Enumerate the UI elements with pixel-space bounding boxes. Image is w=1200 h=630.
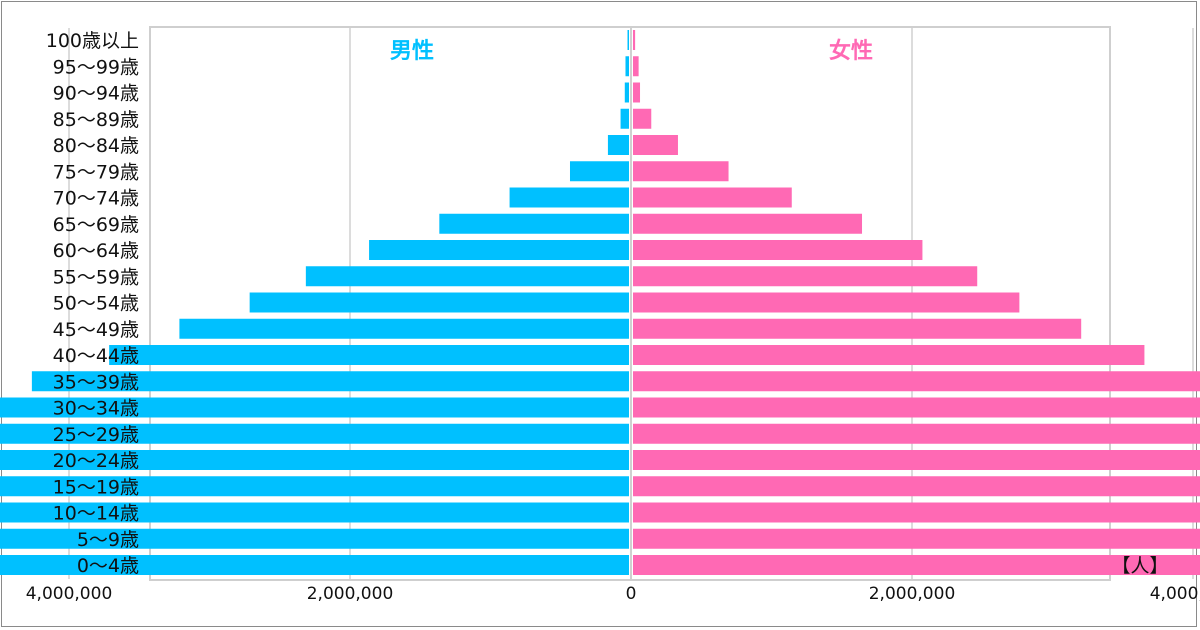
bars [0,30,1200,575]
legend-female: 女性 [829,38,873,64]
bar-male [0,502,630,523]
age-group-label: 100歳以上 [46,30,139,52]
bar-female [633,82,641,103]
bar-female [633,56,639,77]
x-tick-label: 2,000,000 [869,584,956,604]
bar-male [509,187,629,208]
age-group-label: 80〜84歳 [53,135,139,157]
age-group-label: 25〜29歳 [53,424,139,446]
age-group-label: 10〜14歳 [53,503,139,525]
bar-male [0,423,629,444]
bar-male [0,528,629,549]
bar-male [305,266,629,287]
bar-female [633,476,1200,497]
age-group-label: 15〜19歳 [53,476,139,498]
bar-female [633,240,923,260]
age-group-label: 55〜59歳 [53,266,139,288]
age-group-label: 45〜49歳 [53,319,139,341]
labels: 6,000,0004,000,0002,000,00002,000,0004,0… [26,30,1200,604]
x-tick-label: 4,000,000 [26,584,113,604]
age-group-label: 90〜94歳 [53,83,139,105]
bar-female [633,318,1082,339]
age-group-label: 35〜39歳 [53,371,139,393]
bar-female [633,292,1020,313]
bar-female [633,371,1200,392]
bar-male [0,450,630,470]
age-group-label: 5〜9歳 [77,529,139,551]
bar-male [0,476,629,497]
bar-male [625,56,629,77]
age-group-label: 95〜99歳 [53,56,139,78]
bar-female [633,213,863,234]
legend-male: 男性 [390,39,434,64]
x-tick-label: 2,000,000 [307,584,394,604]
age-group-label: 50〜54歳 [53,293,139,315]
bar-male [0,555,629,575]
bar-female [633,423,1200,444]
bar-male [249,292,629,313]
bar-female [633,555,1200,575]
x-tick-label: 4,000,000 [1150,584,1200,604]
bar-female [633,266,978,287]
bar-male [369,240,629,260]
bar-female [633,135,678,155]
bar-male [607,135,629,155]
age-group-label: 30〜34歳 [53,398,139,420]
bar-female [633,187,792,208]
bar-male [627,30,629,50]
bar-male [179,318,629,339]
age-group-label: 70〜74歳 [53,188,139,210]
bar-female [633,30,636,50]
bar-male [31,371,629,392]
bar-female [633,345,1145,365]
age-group-label: 85〜89歳 [53,109,139,131]
age-group-label: 65〜69歳 [53,214,139,236]
bar-female [633,450,1200,470]
age-group-label: 0〜4歳 [77,555,139,577]
bar-female [633,528,1200,549]
age-group-label: 40〜44歳 [53,345,139,367]
age-group-label: 60〜64歳 [53,240,139,262]
bar-female [633,397,1200,418]
bar-male [109,345,629,365]
bar-female [633,161,729,182]
bar-male [569,161,629,182]
bar-female [633,108,652,129]
bar-male [620,108,629,129]
age-group-label: 75〜79歳 [53,161,139,183]
x-tick-label: 0 [626,584,637,604]
age-group-label: 20〜24歳 [53,450,139,472]
bar-female [633,502,1200,523]
bar-male [0,397,629,418]
bar-male [624,82,629,103]
bar-male [439,213,629,234]
unit-label: 【人】 [1111,555,1168,577]
